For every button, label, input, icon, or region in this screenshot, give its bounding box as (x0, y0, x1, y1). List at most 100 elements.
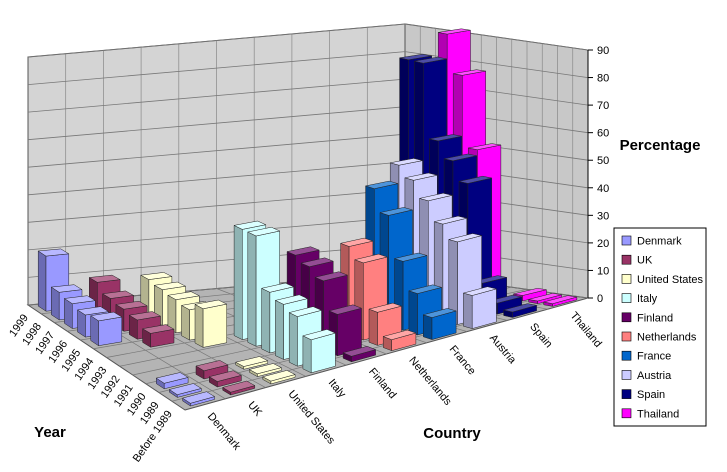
legend-label: Denmark (637, 236, 682, 248)
bar-face-left (181, 304, 190, 341)
legend-swatch (621, 312, 632, 323)
bar-top (260, 282, 295, 293)
bar-top (528, 293, 562, 302)
country-label: France (447, 343, 478, 377)
bar-top (314, 271, 349, 282)
bar-top (222, 380, 256, 393)
grid-line (27, 23, 589, 58)
bar-face-left (233, 224, 243, 341)
bar (342, 346, 377, 363)
legend-swatch (621, 408, 632, 419)
bar (155, 372, 189, 390)
grid-line (27, 51, 589, 85)
x-axis-title: Country (423, 425, 481, 442)
bar-top (168, 383, 202, 395)
legend: Denmark UK United States Italy Finland Nether… (621, 236, 704, 420)
country-label: United States (285, 388, 337, 447)
bar-top (167, 291, 201, 300)
bar (382, 329, 417, 352)
bar-top (407, 284, 443, 294)
bar-face-front (310, 332, 336, 374)
country-label: Denmark (205, 411, 243, 453)
bar-top (288, 306, 323, 317)
bar-face-left (423, 314, 433, 340)
bar-top (115, 300, 148, 310)
country-label: Italy (326, 377, 348, 401)
bar-top (128, 311, 162, 321)
y-tick-label: 90 (597, 45, 609, 57)
bar-top (182, 391, 216, 404)
y-tick-label: 60 (597, 128, 609, 140)
bar (194, 299, 228, 348)
bar-face-left (194, 303, 204, 348)
country-label: UK (245, 399, 264, 419)
y-tick-label: 30 (597, 210, 609, 222)
bar (90, 311, 123, 347)
y-tick-label: 50 (597, 155, 609, 167)
bar-face-left (302, 335, 312, 374)
bar-top (208, 370, 243, 382)
bar-top (382, 329, 417, 340)
legend-label: Italy (637, 293, 658, 305)
bar-face-front (202, 303, 227, 348)
y-tick-label: 0 (597, 293, 603, 305)
bar-face-left (275, 300, 284, 360)
legend-label: France (637, 351, 671, 363)
bar-top (248, 363, 283, 375)
legend-label: Thailand (637, 408, 679, 420)
bar (422, 308, 458, 340)
country-label: Thailand (568, 310, 604, 350)
bar (208, 370, 243, 388)
y-tick-label: 80 (597, 73, 609, 85)
bar (182, 391, 216, 407)
country-label: Finland (366, 366, 398, 401)
bar-top (462, 286, 498, 296)
bar-top (274, 294, 309, 305)
legend-swatch (621, 293, 632, 303)
legend-label: Finland (637, 312, 673, 324)
bar-top (63, 295, 97, 304)
bar-top (393, 252, 428, 262)
bar-top (50, 284, 83, 293)
bar-top (543, 295, 577, 304)
bar-top (37, 248, 70, 257)
year-axis-title: Year (34, 424, 66, 441)
country-label: Netherlands (406, 355, 454, 409)
y-tick-label: 10 (597, 265, 609, 277)
bar-top (422, 308, 458, 318)
bar (168, 383, 202, 398)
bar-top (379, 207, 413, 216)
bar (462, 286, 498, 329)
bar-top (90, 311, 123, 322)
bar-top (447, 233, 482, 243)
bar-top (503, 303, 537, 313)
bar-face-left (51, 286, 60, 321)
bar-top (414, 56, 447, 64)
y-axis-title: Percentage (620, 137, 701, 154)
legend-label: United States (637, 274, 704, 286)
bar-top (399, 53, 432, 61)
bar-top (139, 272, 173, 280)
bar (195, 360, 229, 380)
legend-label: Spain (637, 389, 665, 401)
country-label: Spain (527, 321, 554, 350)
bar-top (453, 69, 486, 76)
bar-top (194, 299, 228, 310)
legend-label: Austria (637, 370, 672, 382)
bar-top (300, 257, 335, 267)
bar (234, 356, 269, 370)
bar-top (434, 215, 467, 225)
bar-top (444, 153, 477, 162)
legend-label: Netherlands (637, 332, 697, 344)
bar-top (101, 290, 135, 299)
bar-face-left (408, 290, 418, 336)
bar-top (458, 175, 492, 184)
bar-top (339, 237, 374, 247)
bar-face-left (368, 308, 378, 346)
bar-face-left (261, 287, 271, 354)
bar-top (429, 134, 462, 142)
country-label: Austria (487, 332, 519, 367)
bar-top (513, 288, 547, 296)
bar (543, 295, 578, 307)
